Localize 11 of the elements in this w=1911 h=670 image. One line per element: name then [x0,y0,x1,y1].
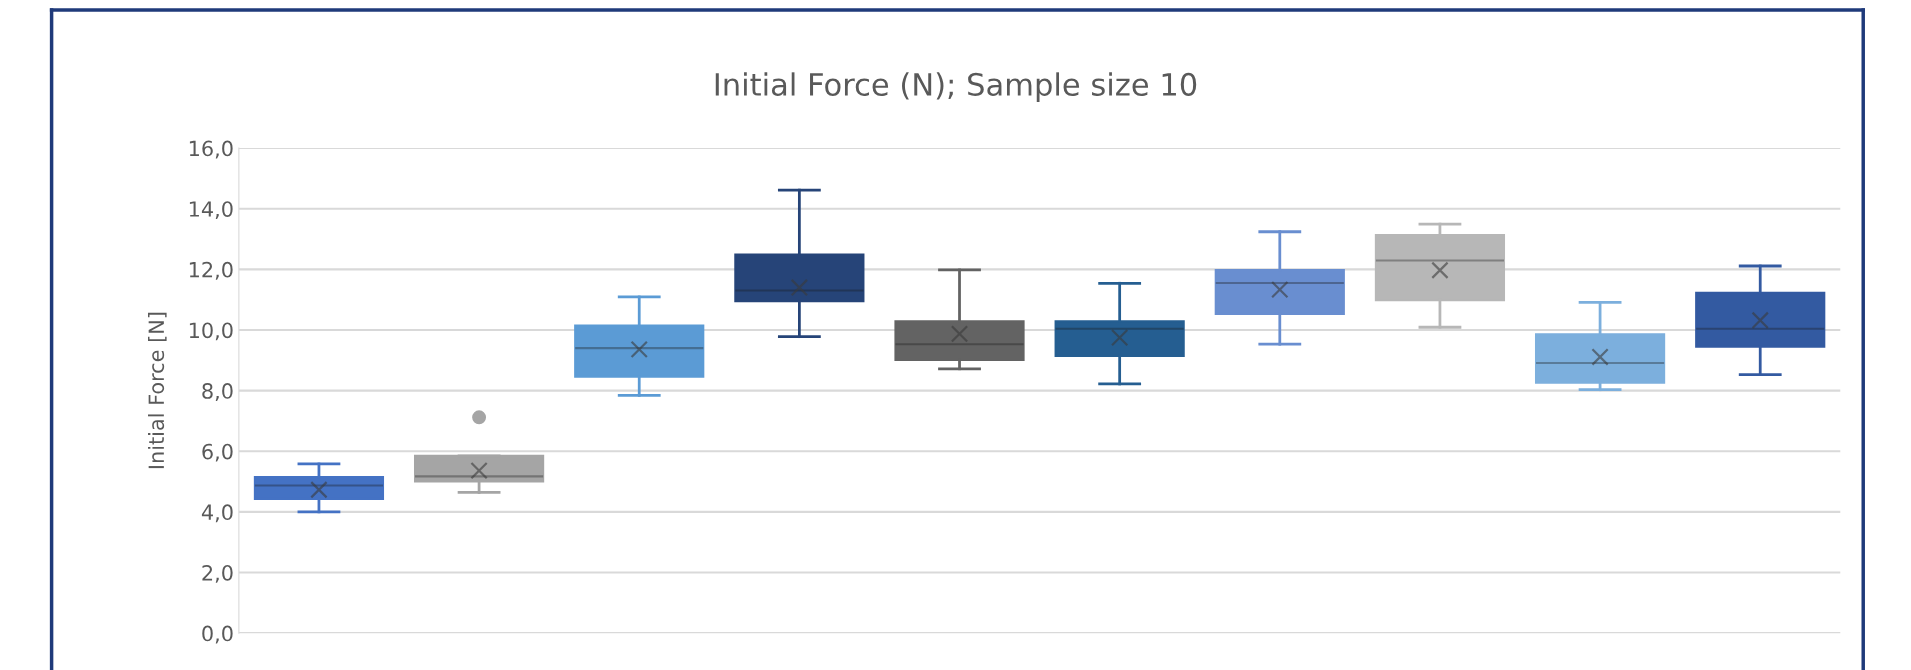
y-tick-label: 8,0 [202,383,233,401]
y-tick-label: 10,0 [189,322,233,341]
y-tick-label: 2,0 [202,564,233,583]
y-tick-label: 14,0 [189,201,233,220]
y-tick-label: 4,0 [201,504,233,523]
y-tick-label: 16,0 [189,140,233,159]
y-tick-label: 0,0 [202,625,233,644]
chart-title: Initial Force (N); Sample size 10 [715,72,1197,102]
y-tick-label: 12,0 [189,261,233,280]
y-axis-title: Initial Force [N] [148,312,167,469]
y-tick-label: 6,0 [202,443,233,462]
